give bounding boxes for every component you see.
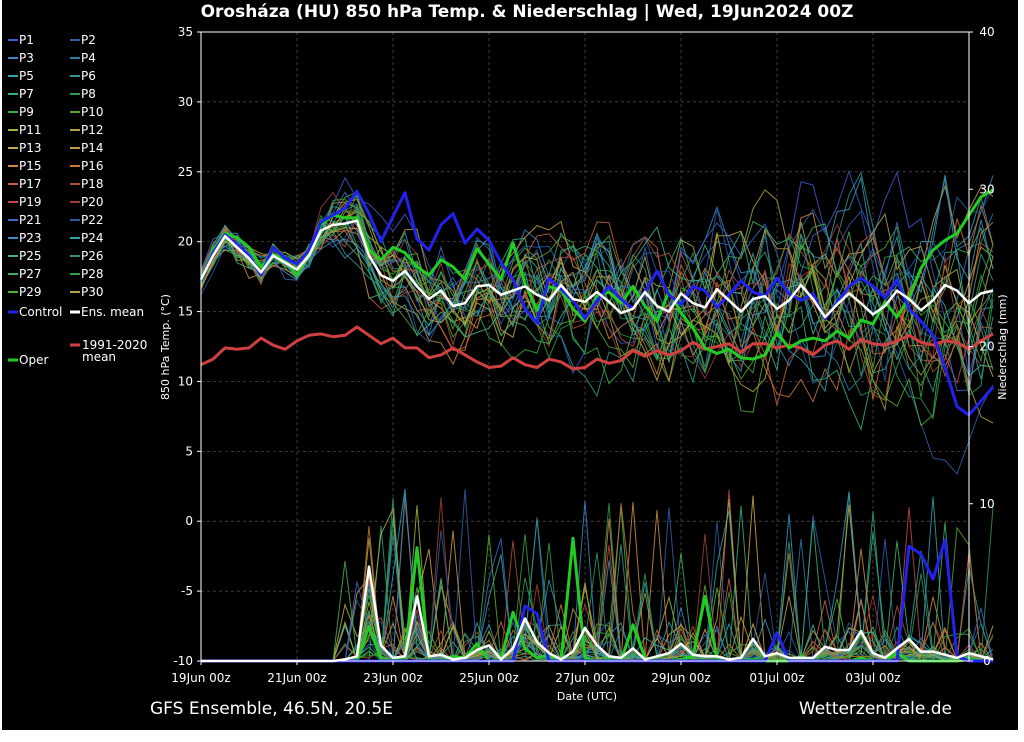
ensemble-member-line — [200, 211, 994, 427]
x-tick-label: 01Jul 00z — [749, 671, 804, 685]
legend-label: P12 — [81, 123, 104, 137]
1991-2020-mean-line — [200, 325, 994, 371]
control-line — [199, 189, 995, 417]
y-tick-label: 25 — [178, 165, 193, 179]
legend-label: P2 — [81, 33, 96, 47]
ensemble-lines — [200, 169, 994, 663]
ensemble-member-precip-line — [201, 530, 994, 662]
legend-label: P30 — [81, 285, 104, 299]
legend-label: Control — [19, 305, 62, 319]
y2-axis-ticks: 40 30 20 10 0 — [969, 25, 995, 668]
y2-tick-label: 30 — [979, 182, 994, 196]
ensemble-member-line — [200, 221, 994, 406]
legend-label: P4 — [81, 51, 96, 65]
x-axis-label: Date (UTC) — [557, 690, 617, 703]
y-tick-label: 5 — [185, 444, 193, 458]
legend-label: P11 — [19, 123, 42, 137]
x-tick-label: 21Jun 00z — [267, 671, 326, 685]
y-tick-label: 15 — [178, 305, 193, 319]
legend-label: Oper — [19, 353, 48, 367]
ensemble-member-line — [200, 220, 994, 365]
y2-tick-label: 0 — [983, 654, 991, 668]
y-tick-label: -10 — [173, 654, 193, 668]
legend-label: P3 — [19, 51, 34, 65]
ensemble-member-precip-line — [201, 526, 994, 662]
y-tick-label: 30 — [178, 95, 193, 109]
x-tick-label: 25Jun 00z — [459, 671, 518, 685]
chart-title: Orosháza (HU) 850 hPa Temp. & Niederschl… — [201, 2, 854, 22]
legend-label: P6 — [81, 69, 96, 83]
ensemble-member-line — [200, 208, 994, 475]
y-tick-label: 10 — [178, 374, 193, 388]
legend-label: mean — [82, 350, 116, 364]
legend-label: P19 — [19, 195, 42, 209]
highlight-lines — [199, 188, 995, 663]
legend-label: P20 — [81, 195, 104, 209]
y2-tick-label: 40 — [979, 25, 994, 39]
legend-label: P25 — [19, 249, 42, 263]
ensemble-member-line — [200, 186, 994, 385]
y-axis-label: 850 hPa Temp. (°C) — [159, 294, 172, 400]
legend-label: P15 — [19, 159, 42, 173]
legend-label: 1991-2020 — [82, 338, 147, 352]
footer-model: GFS Ensemble, 46.5N, 20.5E — [150, 699, 393, 719]
legend-label: P21 — [19, 213, 42, 227]
x-tick-label: 23Jun 00z — [363, 671, 422, 685]
ensemble-member-line — [200, 198, 994, 398]
y2-axis-label: Niederschlag (mm) — [996, 294, 1009, 399]
legend-label: P8 — [81, 87, 96, 101]
legend-label: P13 — [19, 141, 42, 155]
legend: P1 P2 P3 P4 P5 P6 P7 P8 P9 P10 P11 P12 P13 P14 P15 P16 P… — [8, 33, 147, 367]
ensemble-member-line — [200, 218, 994, 377]
x-axis-ticks: 19Jun 00z 21Jun 00z 23Jun 00z 25Jun 00z 27Ju… — [171, 661, 901, 685]
legend-label: P5 — [19, 69, 34, 83]
y-axis-ticks: 35 30 25 20 15 10 5 0 -5 -10 — [173, 25, 201, 668]
ensemble-member-line — [200, 212, 994, 393]
ensemble-member-line — [200, 203, 994, 393]
chart-svg: Orosháza (HU) 850 hPa Temp. & Niederschl… — [8, 2, 1009, 719]
legend-label: P22 — [81, 213, 104, 227]
legend-label: P7 — [19, 87, 34, 101]
legend-label: P28 — [81, 267, 104, 281]
legend-label: P29 — [19, 285, 42, 299]
legend-label: P16 — [81, 159, 104, 173]
x-tick-label: 03Jul 00z — [845, 671, 900, 685]
ensemble-member-line — [200, 211, 994, 382]
ensemble-member-line — [200, 175, 994, 373]
y-tick-label: 20 — [178, 235, 193, 249]
y-tick-label: 0 — [185, 514, 193, 528]
y-tick-label: 35 — [178, 25, 193, 39]
x-tick-label: 27Jun 00z — [555, 671, 614, 685]
legend-label: P26 — [81, 249, 104, 263]
footer-source: Wetterzentrale.de — [799, 699, 952, 719]
ensemble-member-line — [200, 191, 994, 392]
legend-label: Ens. mean — [81, 305, 144, 319]
y2-tick-label: 10 — [979, 497, 994, 511]
legend-label: P10 — [81, 105, 104, 119]
legend-label: P23 — [19, 231, 42, 245]
legend-label: P18 — [81, 177, 104, 191]
legend-label: P9 — [19, 105, 34, 119]
legend-label: P24 — [81, 231, 104, 245]
x-tick-label: 29Jun 00z — [651, 671, 710, 685]
legend-label: P1 — [19, 33, 34, 47]
legend-label: P14 — [81, 141, 104, 155]
chart-panel: Orosháza (HU) 850 hPa Temp. & Niederschl… — [2, 0, 1018, 730]
y-tick-label: -5 — [181, 584, 193, 598]
grid — [201, 31, 969, 662]
legend-label: P27 — [19, 267, 42, 281]
y2-tick-label: 20 — [979, 340, 994, 354]
x-tick-label: 19Jun 00z — [171, 671, 230, 685]
ens-mean-line — [199, 219, 994, 319]
legend-label: P17 — [19, 177, 42, 191]
ensemble-member-line — [200, 204, 994, 420]
